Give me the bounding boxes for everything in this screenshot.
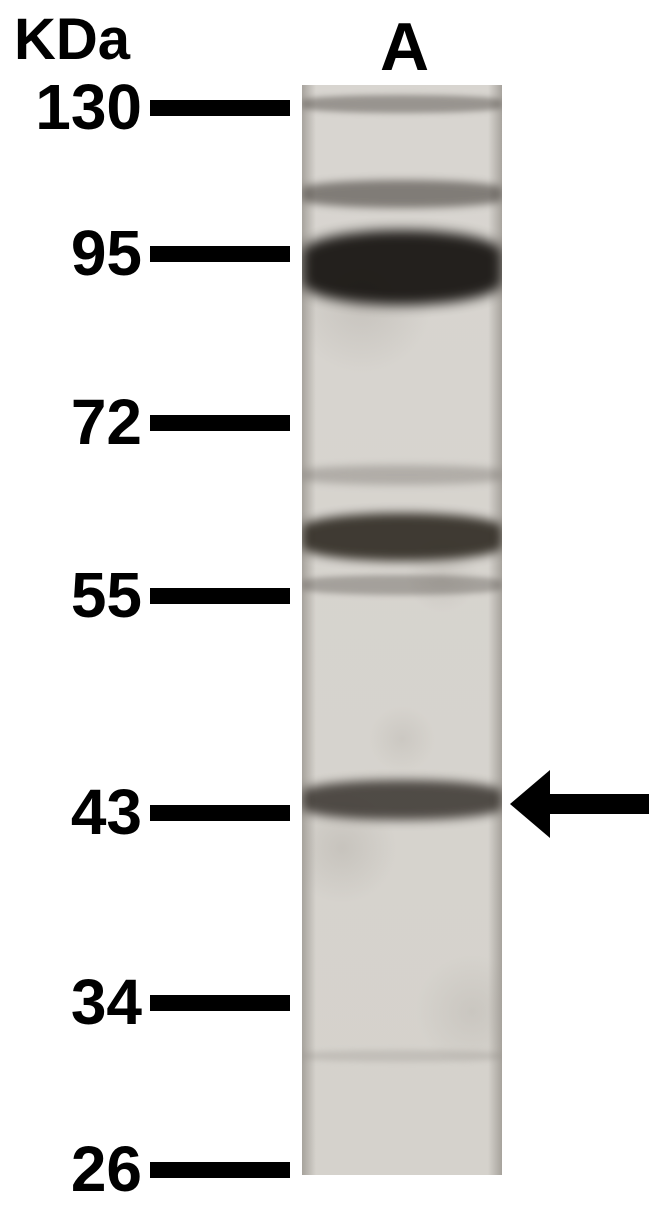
blot-band-7 xyxy=(302,1050,502,1062)
blot-band-5 xyxy=(302,575,502,595)
mw-label-55: 55 xyxy=(0,558,142,632)
blot-figure: KDa A 130957255433426 xyxy=(0,0,650,1202)
mw-label-95: 95 xyxy=(0,216,142,290)
blot-band-3 xyxy=(302,465,502,485)
mw-label-43: 43 xyxy=(0,775,142,849)
blot-band-6 xyxy=(302,780,502,820)
blot-band-1 xyxy=(302,180,502,208)
tick-mark-34 xyxy=(150,995,290,1011)
mw-label-72: 72 xyxy=(0,385,142,459)
target-band-arrow xyxy=(510,770,649,838)
mw-label-130: 130 xyxy=(0,70,142,144)
mw-label-26: 26 xyxy=(0,1132,142,1206)
blot-band-4 xyxy=(302,513,502,561)
blot-band-2 xyxy=(302,230,502,305)
tick-mark-26 xyxy=(150,1162,290,1178)
tick-mark-55 xyxy=(150,588,290,604)
blot-band-0 xyxy=(302,95,502,113)
mw-label-34: 34 xyxy=(0,965,142,1039)
arrow-shaft xyxy=(544,794,649,814)
tick-mark-43 xyxy=(150,805,290,821)
lane-label-a: A xyxy=(380,8,429,86)
unit-label: KDa xyxy=(14,6,130,73)
tick-mark-130 xyxy=(150,100,290,116)
tick-mark-72 xyxy=(150,415,290,431)
tick-mark-95 xyxy=(150,246,290,262)
blot-lane-a xyxy=(302,85,502,1175)
